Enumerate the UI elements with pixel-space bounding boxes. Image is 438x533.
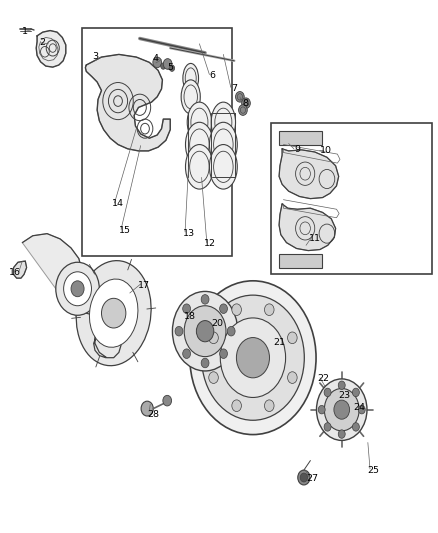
Circle shape (56, 262, 99, 316)
Ellipse shape (187, 102, 212, 142)
Circle shape (338, 381, 345, 390)
Text: 14: 14 (112, 199, 124, 208)
Text: 20: 20 (211, 319, 223, 328)
Circle shape (220, 318, 286, 398)
Text: 16: 16 (9, 268, 21, 277)
Circle shape (170, 65, 175, 71)
Bar (279, 254, 322, 268)
Text: 1: 1 (22, 27, 28, 36)
Circle shape (175, 326, 183, 336)
Text: 6: 6 (209, 71, 215, 80)
Polygon shape (279, 204, 336, 251)
Circle shape (298, 470, 310, 485)
Ellipse shape (185, 122, 213, 167)
Text: 28: 28 (147, 410, 159, 419)
Circle shape (183, 304, 191, 313)
Circle shape (71, 281, 84, 297)
Text: 10: 10 (320, 147, 332, 156)
Ellipse shape (76, 261, 151, 366)
Text: 11: 11 (309, 235, 321, 244)
Circle shape (153, 57, 162, 68)
Polygon shape (85, 54, 170, 151)
Text: 7: 7 (231, 84, 237, 93)
Circle shape (201, 295, 209, 304)
Circle shape (338, 430, 345, 438)
Ellipse shape (89, 279, 138, 348)
Ellipse shape (181, 80, 200, 114)
Circle shape (190, 281, 316, 434)
Text: 13: 13 (183, 229, 194, 238)
Circle shape (163, 395, 172, 406)
Bar (82, 28, 232, 256)
Circle shape (288, 332, 297, 344)
Circle shape (317, 379, 367, 440)
Text: 23: 23 (338, 391, 350, 400)
Text: 12: 12 (204, 239, 216, 248)
Circle shape (201, 295, 304, 420)
Text: 2: 2 (40, 38, 46, 47)
Circle shape (353, 388, 359, 397)
Circle shape (324, 388, 331, 397)
Circle shape (358, 406, 365, 414)
Circle shape (209, 332, 218, 344)
Text: 5: 5 (167, 63, 173, 72)
Circle shape (288, 372, 297, 383)
Circle shape (324, 389, 359, 431)
Circle shape (201, 358, 209, 368)
Circle shape (318, 406, 325, 414)
Polygon shape (36, 30, 66, 67)
Text: 27: 27 (307, 474, 318, 483)
Circle shape (232, 304, 241, 316)
Circle shape (209, 372, 218, 383)
Text: 25: 25 (367, 466, 379, 475)
Text: 21: 21 (273, 338, 285, 347)
Circle shape (300, 473, 307, 482)
Circle shape (219, 304, 227, 313)
Text: 22: 22 (318, 374, 329, 383)
Circle shape (141, 401, 153, 416)
Circle shape (184, 306, 226, 357)
Circle shape (265, 400, 274, 411)
Circle shape (64, 272, 92, 306)
Ellipse shape (209, 144, 237, 189)
Text: 24: 24 (353, 402, 365, 411)
Text: 4: 4 (153, 54, 159, 62)
Text: 9: 9 (294, 146, 300, 155)
Bar (271, 123, 432, 274)
Bar (279, 131, 322, 144)
Ellipse shape (211, 102, 236, 142)
Text: 17: 17 (138, 280, 150, 289)
Polygon shape (22, 233, 122, 358)
Circle shape (219, 349, 227, 359)
Ellipse shape (185, 144, 213, 189)
Circle shape (324, 423, 331, 431)
Text: 3: 3 (92, 52, 98, 61)
Text: 15: 15 (119, 226, 131, 235)
Circle shape (102, 298, 126, 328)
Circle shape (196, 320, 214, 342)
Circle shape (237, 337, 269, 378)
Circle shape (236, 92, 244, 102)
Text: 18: 18 (184, 312, 196, 321)
Ellipse shape (209, 122, 237, 167)
Polygon shape (14, 261, 27, 278)
Circle shape (161, 63, 166, 69)
Circle shape (173, 292, 238, 371)
Circle shape (334, 400, 350, 419)
Circle shape (353, 423, 359, 431)
Circle shape (163, 59, 172, 69)
Circle shape (183, 349, 191, 359)
Text: 8: 8 (242, 99, 248, 108)
Circle shape (227, 326, 235, 336)
Circle shape (239, 105, 247, 115)
Circle shape (242, 98, 251, 109)
Polygon shape (279, 149, 339, 199)
Circle shape (265, 304, 274, 316)
Ellipse shape (183, 63, 198, 93)
Circle shape (232, 400, 241, 411)
